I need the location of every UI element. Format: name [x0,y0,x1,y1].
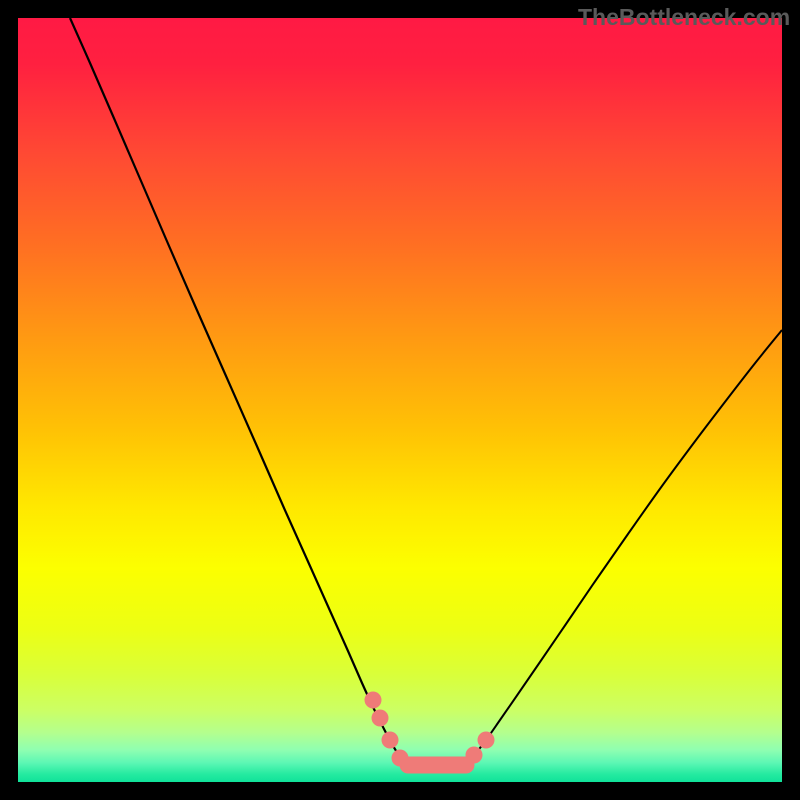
bottleneck-curve-chart [0,0,800,800]
bottleneck-dot [372,710,389,727]
gradient-background [18,18,782,782]
bottleneck-dot [382,732,399,749]
bottleneck-dot [392,750,409,767]
watermark-text: TheBottleneck.com [578,4,790,31]
bottleneck-dot [365,692,382,709]
bottleneck-dot [466,747,483,764]
bottleneck-dot [478,732,495,749]
